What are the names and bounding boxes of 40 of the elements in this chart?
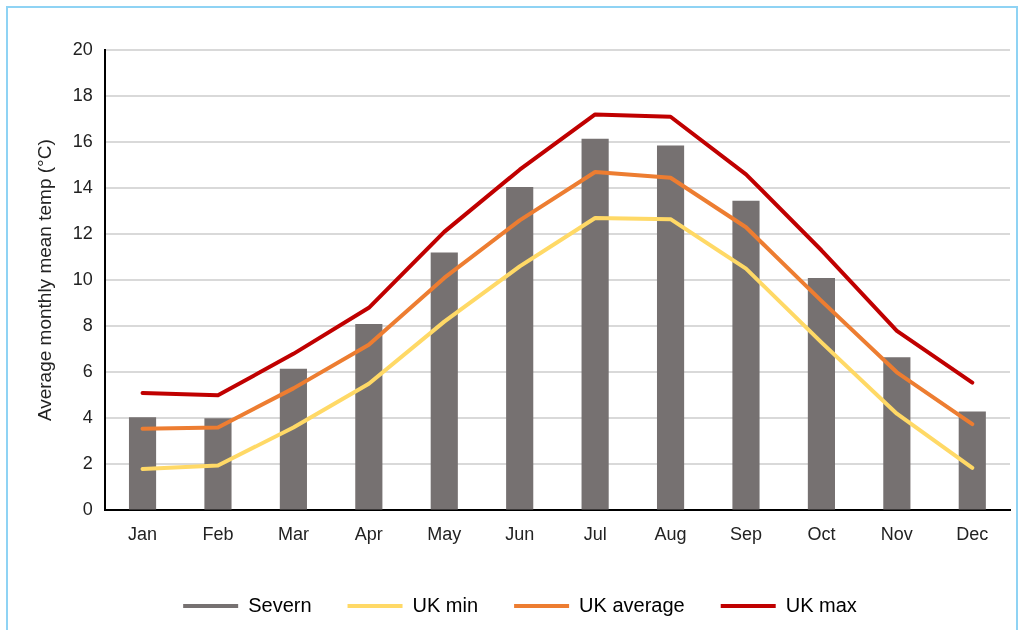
x-tick-label: Feb [202,524,234,545]
y-axis-title: Average monthly mean temp (°C) [33,139,55,422]
x-tick-label: Mar [277,524,309,545]
legend-label: Severn [248,593,312,616]
bar [883,357,911,510]
x-tick-label: Jan [128,524,158,545]
bar [958,411,986,510]
bar [279,368,307,510]
bar [204,418,232,510]
bar [581,138,609,510]
x-tick-label: Jul [583,524,607,545]
y-tick-label: 16 [72,131,93,152]
y-tick-label: 18 [72,85,93,106]
x-tick-label: Aug [654,524,687,545]
bar [506,186,534,510]
bar [656,145,685,510]
bar [128,417,157,510]
legend-label: UK max [785,593,857,616]
legend-label: UK min [412,593,479,616]
bar [355,323,383,510]
y-tick-label: 12 [72,223,93,244]
bar [430,252,458,510]
x-tick-label: Oct [807,524,836,545]
y-tick-label: 2 [82,453,93,474]
y-tick-label: 14 [72,177,93,198]
legend-label: UK average [579,593,685,616]
x-tick-label: Jun [505,524,535,545]
x-tick-label: Sep [729,524,763,545]
x-tick-label: Dec [956,524,989,545]
y-tick-label: 6 [82,361,93,382]
y-tick-label: 4 [82,407,93,428]
y-tick-label: 8 [82,315,93,336]
x-tick-label: Apr [354,524,383,545]
bar [807,277,835,510]
y-tick-label: 20 [72,38,93,59]
y-tick-label: 10 [72,269,93,290]
x-tick-label: Nov [880,524,913,545]
bar [732,200,760,510]
x-tick-label: May [427,524,462,545]
y-tick-label: 0 [82,499,93,520]
